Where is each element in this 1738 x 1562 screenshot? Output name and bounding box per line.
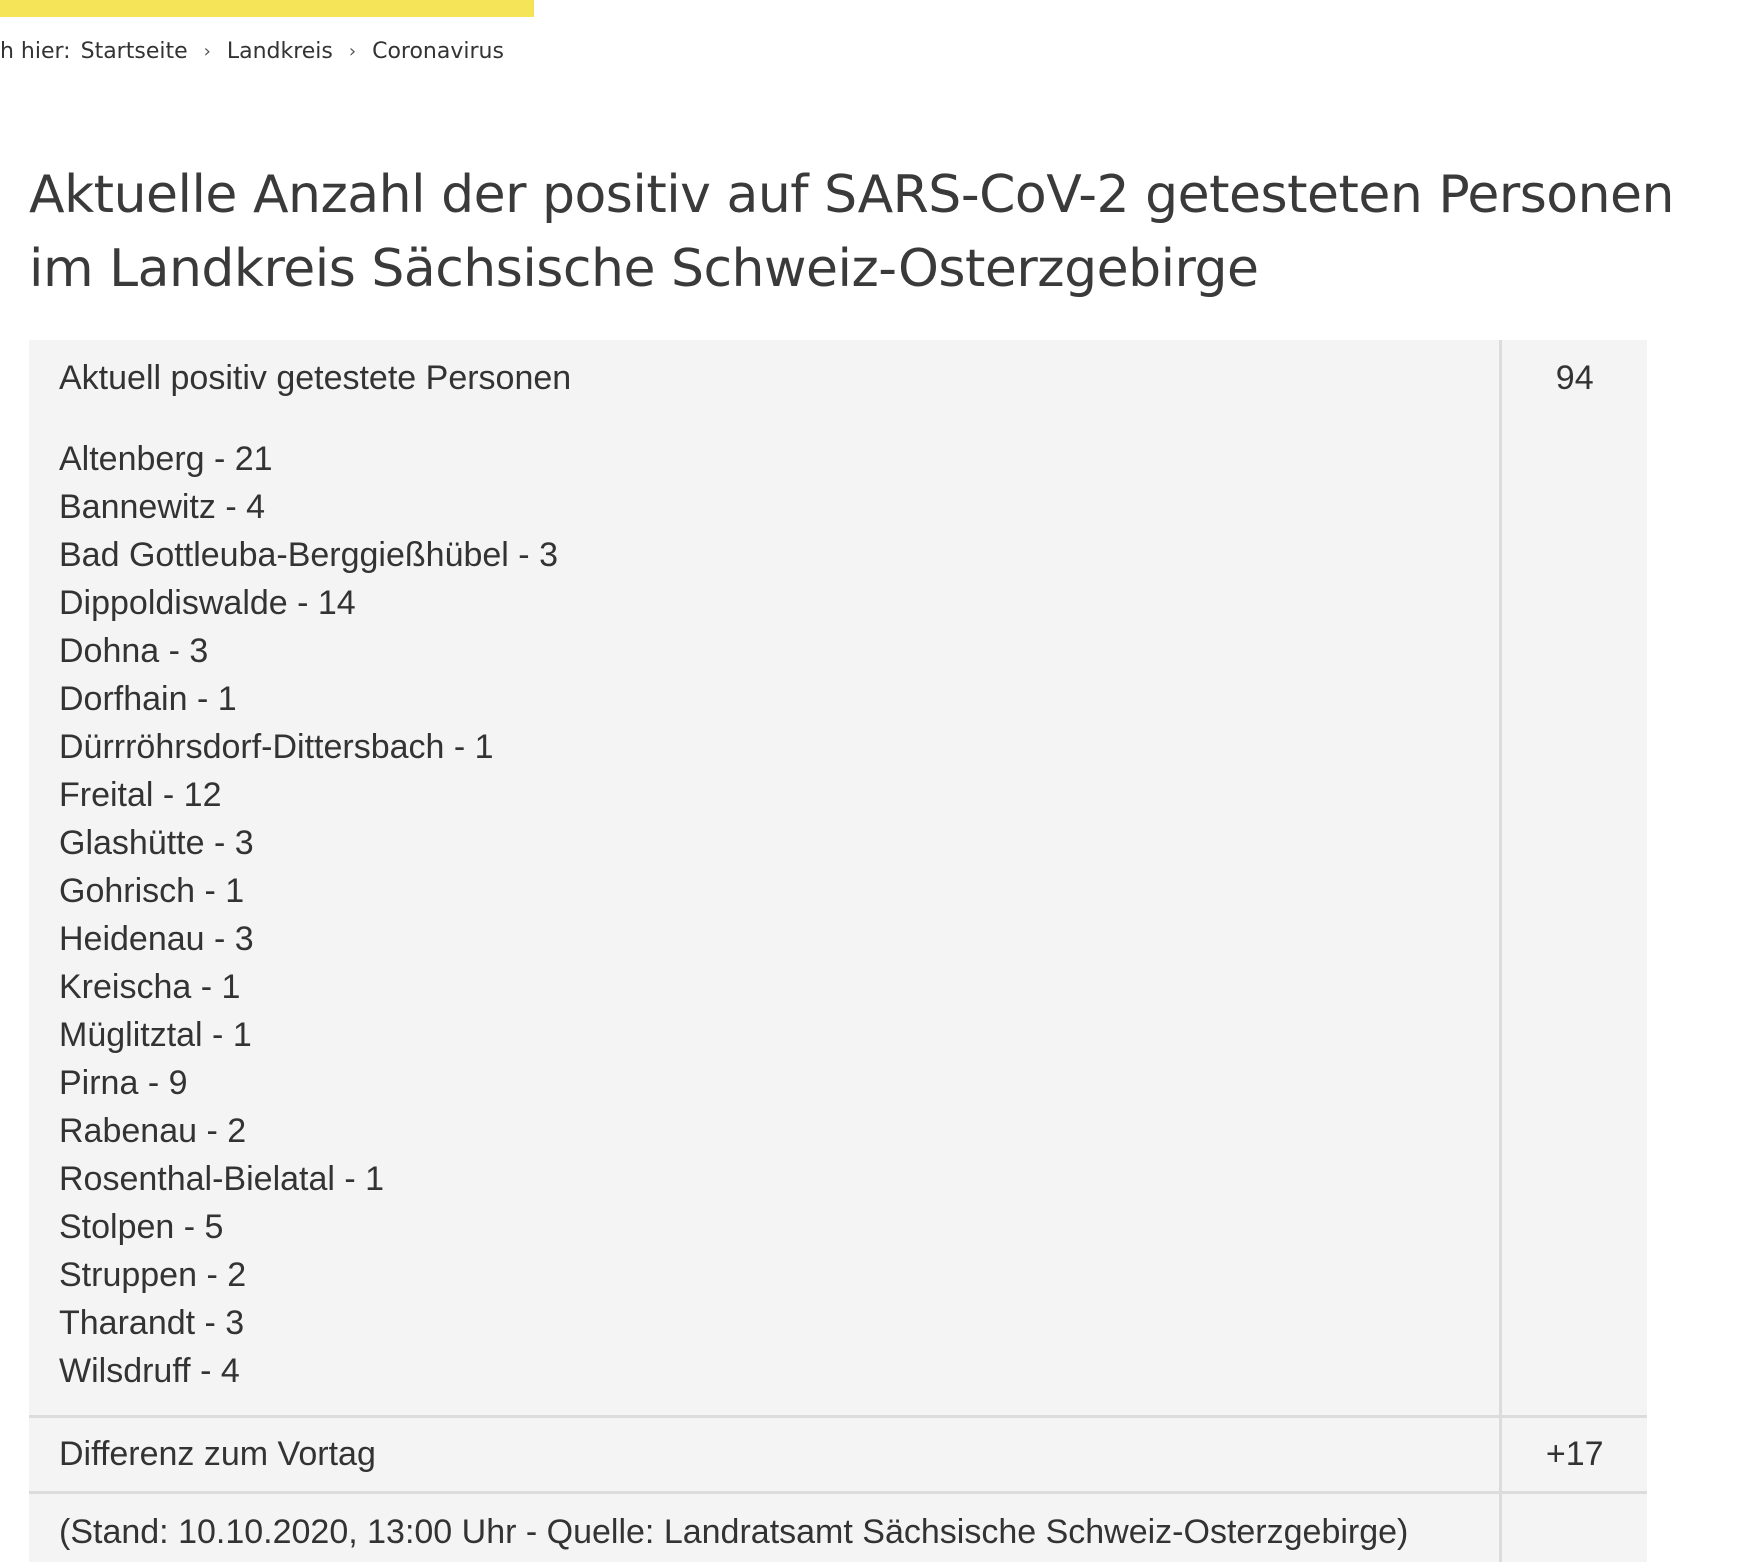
list-item: Freital - 12 [59, 776, 222, 814]
chevron-right-icon: › [203, 40, 211, 62]
list-item: Tharandt - 3 [59, 1304, 245, 1342]
breadcrumb-link-coronavirus[interactable]: Coronavirus [372, 38, 504, 64]
diff-value: +17 [1499, 1415, 1647, 1493]
list-item: Pirna - 9 [59, 1064, 188, 1102]
total-cell: Aktuell positiv getestete Personen Alten… [29, 340, 1501, 1417]
list-item: Altenberg - 21 [59, 440, 273, 478]
chevron-right-icon: › [348, 40, 357, 62]
list-item: Dippoldiswalde - 14 [59, 584, 356, 622]
town-list: Altenberg - 21 Bannewitz - 4 Bad Gottleu… [59, 435, 1499, 1395]
list-item: Müglitztal - 1 [59, 1016, 252, 1054]
table-row-total: Aktuell positiv getestete Personen Alten… [29, 340, 1647, 1417]
list-item: Gohrisch - 1 [59, 872, 245, 910]
list-item: Stolpen - 5 [59, 1208, 224, 1246]
stats-table: Aktuell positiv getestete Personen Alten… [29, 340, 1647, 1562]
list-item: Rosenthal-Bielatal - 1 [59, 1160, 385, 1198]
breadcrumb: h hier: Startseite › Landkreis › Coronav… [0, 36, 504, 66]
page-title: Aktuelle Anzahl der positiv auf SARS-CoV… [29, 165, 1675, 299]
breadcrumb-prefix: h hier: [0, 38, 71, 64]
total-label: Aktuell positiv getestete Personen [59, 359, 572, 397]
list-item: Dorfhain - 1 [59, 680, 237, 718]
source-text: (Stand: 10.10.2020, 13:00 Uhr - Quelle: … [29, 1491, 1501, 1562]
list-item: Wilsdruff - 4 [59, 1352, 240, 1390]
table-row-source: (Stand: 10.10.2020, 13:00 Uhr - Quelle: … [29, 1491, 1647, 1562]
list-item: Bad Gottleuba-Berggießhübel - 3 [59, 536, 558, 574]
source-empty-cell [1499, 1491, 1647, 1562]
list-item: Dohna - 3 [59, 632, 209, 670]
accent-bar [0, 0, 534, 17]
total-value-cell: 94 [1499, 340, 1647, 1417]
list-item: Kreischa - 1 [59, 968, 241, 1006]
list-item: Dürrröhrsdorf-Dittersbach - 1 [59, 728, 494, 766]
list-item: Bannewitz - 4 [59, 488, 265, 526]
total-value: 94 [1555, 359, 1594, 397]
list-item: Heidenau - 3 [59, 920, 254, 958]
list-item: Struppen - 2 [59, 1256, 247, 1294]
diff-label: Differenz zum Vortag [29, 1415, 1501, 1493]
list-item: Glashütte - 3 [59, 824, 254, 862]
breadcrumb-link-startseite[interactable]: Startseite [80, 38, 188, 64]
breadcrumb-link-landkreis[interactable]: Landkreis [226, 38, 333, 64]
list-item: Rabenau - 2 [59, 1112, 247, 1150]
table-row-diff: Differenz zum Vortag +17 [29, 1415, 1647, 1493]
